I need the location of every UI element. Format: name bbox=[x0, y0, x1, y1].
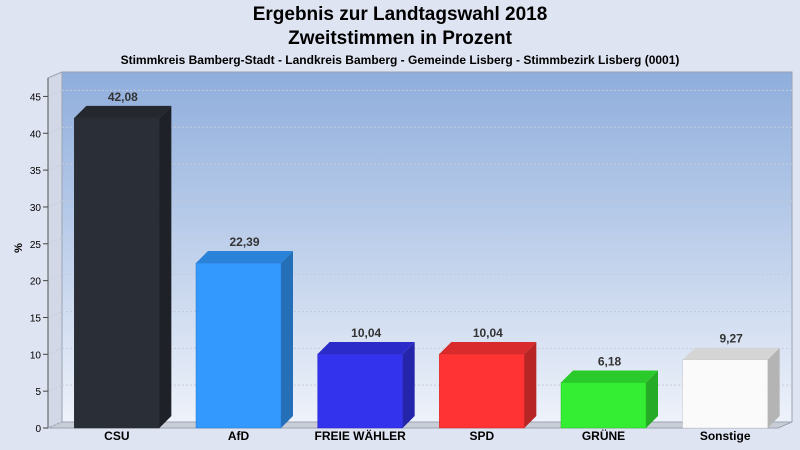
gridline-wall bbox=[47, 421, 63, 429]
x-tick-label: FREIE WÄHLER bbox=[314, 428, 406, 443]
bar-side bbox=[159, 105, 172, 429]
bar-value-label: 9,27 bbox=[719, 332, 743, 346]
x-tick-label: SPD bbox=[469, 429, 494, 443]
bar-value-label: 10,04 bbox=[473, 326, 503, 340]
bar-top bbox=[561, 370, 658, 383]
gridline-wall bbox=[47, 126, 63, 134]
bar-top bbox=[74, 105, 172, 118]
bar-side bbox=[402, 342, 415, 428]
gridline-wall bbox=[47, 89, 63, 97]
x-tick-label: GRÜNE bbox=[582, 428, 625, 443]
bar-side bbox=[281, 251, 293, 428]
bar-value-label: 22,39 bbox=[229, 235, 259, 249]
chart-title: Ergebnis zur Landtagswahl 2018 bbox=[252, 4, 548, 25]
bar-afd bbox=[195, 262, 282, 429]
bar-top bbox=[439, 342, 537, 355]
bar-value-label: 6,18 bbox=[598, 354, 622, 368]
bar-top bbox=[317, 342, 415, 355]
y-tick-label: 35 bbox=[30, 166, 42, 177]
gridline-wall bbox=[47, 274, 63, 282]
y-tick-label: 40 bbox=[30, 129, 42, 140]
y-tick-label: 0 bbox=[35, 424, 41, 435]
x-tick-label: Sonstige bbox=[700, 429, 751, 443]
gridline-wall bbox=[47, 163, 63, 171]
gridline-wall bbox=[47, 347, 63, 355]
bar-top bbox=[196, 251, 293, 264]
chart-caption: Stimmkreis Bamberg-Stadt - Landkreis Bam… bbox=[120, 53, 680, 67]
x-tick-label: CSU bbox=[104, 429, 129, 443]
bar-spd bbox=[439, 353, 525, 429]
gridline-wall bbox=[47, 311, 63, 318]
y-tick-label: 30 bbox=[30, 203, 42, 214]
y-axis-label: % bbox=[13, 243, 25, 253]
bar-side bbox=[524, 342, 537, 428]
y-tick-label: 10 bbox=[30, 350, 42, 361]
gridline-wall bbox=[47, 237, 63, 245]
bar-value-label: 10,04 bbox=[351, 326, 381, 340]
chart-subtitle: Zweitstimmen in Prozent bbox=[288, 28, 512, 49]
y-tick-label: 5 bbox=[35, 387, 41, 398]
bar-sonstige bbox=[682, 359, 768, 429]
bar-side bbox=[767, 347, 780, 428]
bar-gr-ne bbox=[560, 382, 647, 429]
bar-freie-w-hler bbox=[317, 353, 403, 429]
y-tick-label: 25 bbox=[30, 240, 42, 251]
bar-csu bbox=[74, 117, 160, 429]
chart-back-panel bbox=[61, 71, 793, 423]
chart-left-wall bbox=[47, 71, 63, 429]
x-tick-label: AfD bbox=[228, 429, 250, 443]
gridline-wall bbox=[47, 200, 63, 208]
y-tick-label: 20 bbox=[30, 277, 42, 288]
bar-value-label: 42,08 bbox=[108, 90, 138, 104]
gridline-wall bbox=[47, 384, 63, 392]
y-tick-label: 15 bbox=[30, 313, 42, 324]
bar-top bbox=[682, 347, 780, 360]
bar-side bbox=[646, 370, 658, 428]
y-tick-label: 45 bbox=[30, 92, 42, 103]
